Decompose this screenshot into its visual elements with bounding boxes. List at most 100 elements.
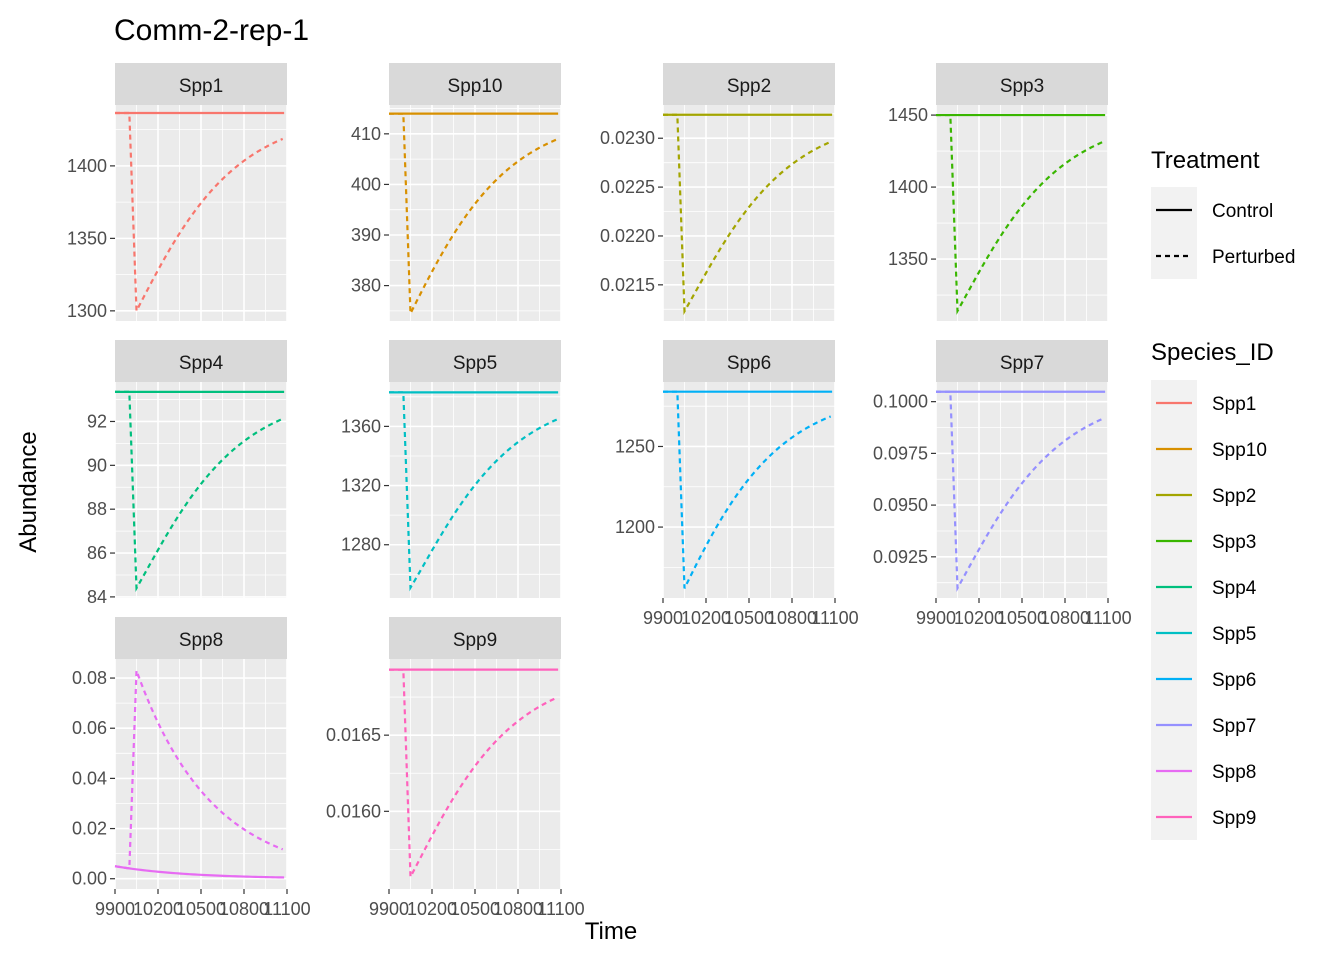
y-tick-label: 1280 — [341, 535, 381, 555]
x-tick-label: 10800 — [1040, 608, 1090, 628]
y-tick-label: 0.06 — [72, 718, 107, 738]
facet-strip-label: Spp1 — [179, 76, 223, 97]
y-tick-label: 0.00 — [72, 869, 107, 889]
facet-strip — [936, 340, 1108, 382]
series-perturbed-line — [936, 390, 1105, 593]
facet-strip-label: Spp10 — [448, 76, 503, 97]
y-tick-label: 1200 — [615, 517, 655, 537]
series-perturbed-line — [114, 670, 284, 870]
series-perturbed-line — [663, 113, 832, 316]
facet-strip-label: Spp6 — [727, 353, 771, 374]
legend-label-control: Control — [1212, 201, 1273, 222]
series-perturbed-line — [115, 390, 284, 593]
facet-strip-label: Spp5 — [453, 353, 497, 374]
facet-strip-label: Spp2 — [727, 76, 771, 97]
x-tick-label: 9900 — [643, 608, 683, 628]
y-tick-label: 380 — [351, 276, 381, 296]
y-tick-label: 0.0225 — [600, 177, 655, 197]
y-tick-label: 0.04 — [72, 768, 107, 788]
facet-spp8: Spp8 0.00 0.02 0.04 0.06 0.08 9900102001050010… — [72, 617, 311, 919]
x-tick-label: 11100 — [537, 899, 584, 919]
x-tick-label: 10800 — [219, 899, 269, 919]
series-perturbed-line — [115, 111, 284, 316]
facet-strip — [663, 63, 835, 105]
y-tick-label: 1400 — [888, 177, 928, 197]
facet-strip-label: Spp9 — [453, 630, 497, 651]
legend-title-species: Species_ID — [1151, 339, 1274, 366]
legend: Treatment Species_ID Control Perturbed Spp… — [1151, 147, 1295, 840]
facet-strip-label: Spp7 — [1000, 353, 1044, 374]
facet-spp1: Spp1 1300 1350 1400 — [67, 63, 288, 321]
legend-label-spp3: Spp3 — [1212, 532, 1256, 553]
legend-label-spp10: Spp10 — [1212, 440, 1267, 461]
facet-strip-label: Spp8 — [179, 630, 223, 651]
legend-label-spp4: Spp4 — [1212, 578, 1257, 599]
y-tick-label: 0.0230 — [600, 128, 655, 148]
series-perturbed-line — [663, 390, 832, 589]
facet-strip — [115, 617, 287, 659]
x-tick-label: 10800 — [493, 899, 543, 919]
y-tick-label: 1300 — [67, 301, 107, 321]
x-tick-label: 10200 — [681, 608, 731, 628]
facet-strip-label: Spp4 — [179, 353, 224, 374]
chart-title: Comm-2-rep-1 — [114, 14, 309, 47]
legend-label-spp5: Spp5 — [1212, 624, 1256, 645]
y-tick-label: 92 — [87, 411, 107, 431]
facet-strip — [936, 63, 1108, 105]
y-tick-label: 1450 — [888, 105, 928, 125]
y-tick-label: 1320 — [341, 476, 381, 496]
y-tick-label: 1360 — [341, 416, 381, 436]
x-axis-title: Time — [585, 918, 637, 945]
facet-spp2: Spp2 0.0215 0.0220 0.0225 0.0230 — [600, 63, 836, 321]
y-tick-label: 0.0950 — [873, 495, 928, 515]
facet-spp10: Spp10 380 390 400 410 — [351, 63, 562, 321]
y-tick-label: 0.02 — [72, 819, 107, 839]
series-perturbed-line — [389, 668, 558, 881]
x-tick-label: 10500 — [724, 608, 774, 628]
facet-strip — [389, 340, 561, 382]
x-tick-label: 11100 — [263, 899, 310, 919]
facet-spp4: Spp4 84 86 88 90 92 — [87, 340, 288, 607]
y-tick-label: 1350 — [67, 228, 107, 248]
legend-label-spp9: Spp9 — [1212, 808, 1256, 829]
legend-label-spp2: Spp2 — [1212, 486, 1256, 507]
facet-strip-label: Spp3 — [1000, 76, 1044, 97]
x-tick-label: 10800 — [767, 608, 817, 628]
y-tick-label: 390 — [351, 225, 381, 245]
facet-strip — [115, 340, 287, 382]
y-tick-label: 410 — [351, 124, 381, 144]
y-tick-label: 86 — [87, 543, 107, 563]
facet-panels: Spp1 1300 1350 1400 Spp10 380 390 400 410 Spp2 0.0… — [67, 63, 1132, 919]
series-perturbed-line — [936, 113, 1105, 315]
legend-label-perturbed: Perturbed — [1212, 247, 1295, 268]
facet-spp7: Spp7 0.0925 0.0950 0.0975 0.1000 990010200105… — [873, 340, 1132, 628]
legend-label-spp8: Spp8 — [1212, 762, 1256, 783]
facet-strip — [115, 63, 287, 105]
x-tick-label: 10500 — [450, 899, 500, 919]
series-control-line — [114, 865, 285, 879]
y-tick-label: 0.0220 — [600, 226, 655, 246]
x-tick-label: 11100 — [1084, 608, 1131, 628]
y-tick-label: 0.0975 — [873, 443, 928, 463]
facet-spp3: Spp3 1350 1400 1450 — [888, 63, 1109, 321]
x-tick-label: 10200 — [133, 899, 183, 919]
legend-title-treatment: Treatment — [1151, 147, 1260, 174]
facet-strip — [663, 340, 835, 382]
y-tick-label: 1350 — [888, 249, 928, 269]
x-tick-label: 10200 — [407, 899, 457, 919]
y-tick-label: 88 — [87, 499, 107, 519]
x-tick-label: 10500 — [176, 899, 226, 919]
y-tick-label: 84 — [87, 587, 107, 607]
legend-label-spp7: Spp7 — [1212, 716, 1256, 737]
x-tick-label: 9900 — [95, 899, 135, 919]
facet-spp5: Spp5 1280 1320 1360 — [341, 340, 562, 598]
x-tick-label: 9900 — [916, 608, 956, 628]
y-tick-label: 1400 — [67, 156, 107, 176]
y-tick-label: 0.1000 — [873, 392, 928, 412]
series-perturbed-line — [389, 391, 558, 592]
facet-strip — [389, 617, 561, 659]
x-tick-label: 11100 — [811, 608, 858, 628]
